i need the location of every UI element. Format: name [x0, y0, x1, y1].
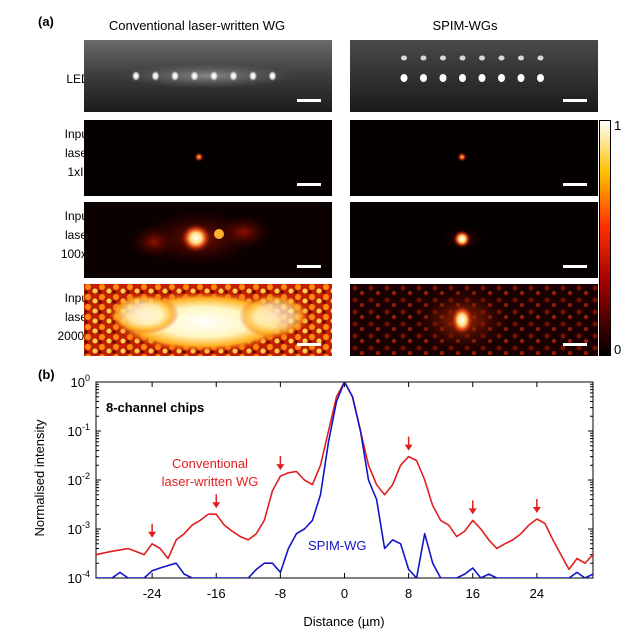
led-spot [537, 74, 544, 82]
y-tick-label: 10-2 [68, 471, 90, 488]
row-label-line: LED [66, 72, 90, 86]
led-spot [210, 71, 218, 81]
led-spot [268, 71, 277, 81]
colorbar [599, 120, 611, 356]
led-spot [420, 55, 427, 61]
led-spot [229, 71, 238, 81]
peak-arrow [468, 500, 477, 515]
y-axis-label: Normalised intensity [32, 419, 47, 537]
peak-arrow [276, 456, 285, 471]
y-tick-label: 10-1 [68, 422, 90, 439]
led-spot [537, 55, 544, 61]
led-spot [440, 55, 446, 61]
led-image-spim [350, 40, 598, 112]
laser-1x-conventional [84, 120, 332, 196]
led-spot [132, 71, 140, 81]
led-spot [401, 55, 407, 61]
led-spot [190, 71, 199, 81]
x-tick-label: 0 [341, 586, 348, 601]
led-spot [479, 55, 485, 61]
y-tick-label: 10-4 [68, 569, 90, 586]
laser-2000x-conventional [84, 284, 332, 356]
scale-bar [563, 183, 587, 186]
peak-arrow [404, 436, 413, 451]
led-spot [420, 74, 427, 82]
panel-a-label: (a) [38, 14, 54, 29]
led-spot [459, 74, 466, 82]
x-tick-label: -8 [275, 586, 287, 601]
row-label-line: 1xI₀ [67, 165, 89, 179]
x-tick-label: -24 [143, 586, 162, 601]
led-spot [151, 71, 160, 81]
led-spot [171, 71, 179, 81]
scale-bar [297, 183, 321, 186]
led-spot [439, 74, 447, 82]
column-title-conventional: Conventional laser-written WG [108, 18, 286, 33]
intensity-chart: 10-4 10-3 10-2 10-1 100 -24 -16 -8 0 8 16 24 Normal… [32, 373, 594, 629]
row-label-led: LED [43, 70, 113, 89]
led-spot [249, 71, 257, 81]
panel-b-label: (b) [38, 367, 55, 382]
y-tick-label: 100 [71, 373, 90, 390]
legend-conventional-line2: laser-written WG [162, 474, 259, 489]
scale-bar [563, 99, 587, 102]
peak-arrow [532, 498, 541, 513]
series-line-spim [96, 382, 593, 578]
laser-2000x-spim [350, 284, 598, 356]
laser-100x-conventional [84, 202, 332, 278]
y-tick-label: 10-3 [68, 520, 90, 537]
colorbar-max-label: 1 [614, 118, 622, 133]
laser-1x-spim [350, 120, 598, 196]
x-tick-label: 24 [530, 586, 544, 601]
scale-bar [563, 265, 587, 268]
laser-100x-spim [350, 202, 598, 278]
scale-bar [563, 343, 587, 346]
led-spot [478, 74, 486, 82]
scale-bar [297, 265, 321, 268]
x-axis-label: Distance (µm) [303, 614, 384, 629]
led-spot [459, 55, 466, 61]
legend-spim: SPIM-WG [308, 538, 367, 553]
led-spot [498, 55, 505, 61]
scale-bar [297, 99, 321, 102]
led-spot [518, 55, 524, 61]
peak-arrow [212, 494, 221, 509]
x-tick-label: -16 [207, 586, 226, 601]
legend-conventional-line1: Conventional [172, 456, 248, 471]
scale-bar [297, 343, 321, 346]
x-tick-label: 8 [405, 586, 412, 601]
chart-annotation: 8-channel chips [106, 400, 204, 415]
column-title-spim: SPIM-WGs [432, 18, 498, 33]
led-spot [498, 74, 505, 82]
led-spot [517, 74, 525, 82]
colorbar-min-label: 0 [614, 342, 622, 357]
led-image-conventional [84, 40, 332, 112]
led-spot [400, 74, 408, 82]
peak-arrow [148, 523, 157, 538]
x-tick-label: 16 [466, 586, 480, 601]
